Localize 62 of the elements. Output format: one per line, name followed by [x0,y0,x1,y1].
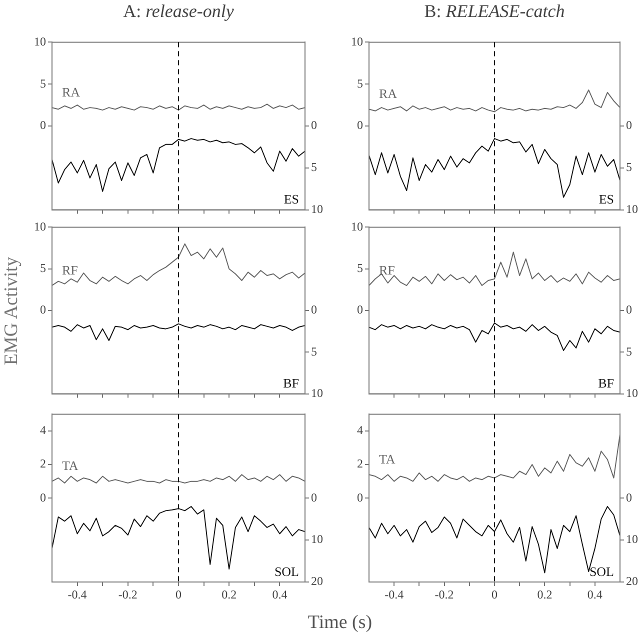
y-tick-label: 4 [40,423,46,438]
x-tick-label: 0.2 [222,587,237,602]
y-tick-label: 0 [40,302,46,317]
series-label: RF [379,262,395,278]
x-tick-label: 0 [492,587,498,602]
y-tick-label: 5 [357,261,363,276]
chart-title: B: RELEASE-catch [423,1,566,22]
y2-tick-label: 0 [311,490,317,504]
y-tick-label: 2 [357,456,363,471]
text: SOL [274,564,300,579]
text: BF [283,376,299,391]
x-tick-label: -0.4 [384,587,404,602]
series-label: RF [62,262,78,278]
y-tick-label: 0 [40,118,46,132]
y-tick-label: 5 [40,261,46,276]
series-label: RA [62,84,81,100]
y2-tick-label: 10 [626,202,638,216]
x-tick-label: 0.4 [587,587,602,602]
chart-title: A: release-only [122,1,235,22]
x-tick-label: -0.2 [118,587,138,602]
x-tick-label: 0.2 [537,587,552,602]
y2-tick-label: 5 [311,344,317,358]
series-label: ES [598,192,614,207]
x-axis-title: Time (s) [306,612,374,634]
y2-tick-label: 10 [311,532,323,546]
y-tick-label: 10 [351,219,363,234]
y-tick-label: 0 [357,118,363,132]
series-label: RA [379,86,398,102]
series-label: TA [62,458,79,474]
y-tick-label: 5 [357,76,363,90]
y2-tick-label: 0 [626,118,632,132]
y2-tick-label: 0 [626,490,632,504]
series-label: ES [284,192,299,207]
y2-tick-label: 5 [311,160,317,174]
text: BF [598,376,614,391]
y2-tick-label: 10 [311,386,323,400]
y-tick-label: 4 [357,423,363,438]
y-tick-label: 5 [40,76,46,90]
y2-tick-label: 5 [626,160,632,174]
series-label: SOL [589,564,614,579]
y2-tick-label: 10 [626,532,638,546]
x-tick-label: -0.4 [68,587,87,602]
y2-tick-label: 0 [311,302,317,317]
y2-tick-label: 20 [626,574,638,588]
y-axis-title: EMG Activity [1,255,23,367]
y-tick-label: 10 [351,34,363,48]
series-label: TA [379,452,396,467]
x-tick-label: 0.4 [272,587,288,602]
y-tick-label: 10 [34,34,46,48]
x-tick-label: 0 [176,587,182,602]
y-tick-label: 0 [40,490,46,504]
y2-tick-label: 5 [626,344,632,358]
y-tick-label: 10 [34,219,46,234]
y2-tick-label: 0 [626,302,632,317]
y-tick-label: 0 [357,302,363,317]
y2-tick-label: 10 [626,386,638,400]
y2-tick-label: 10 [311,202,323,216]
x-tick-label: -0.2 [434,587,454,602]
y2-tick-label: 0 [311,118,317,132]
y-tick-label: 0 [357,490,363,504]
y2-tick-label: 20 [311,574,323,588]
y-tick-label: 2 [40,456,46,471]
